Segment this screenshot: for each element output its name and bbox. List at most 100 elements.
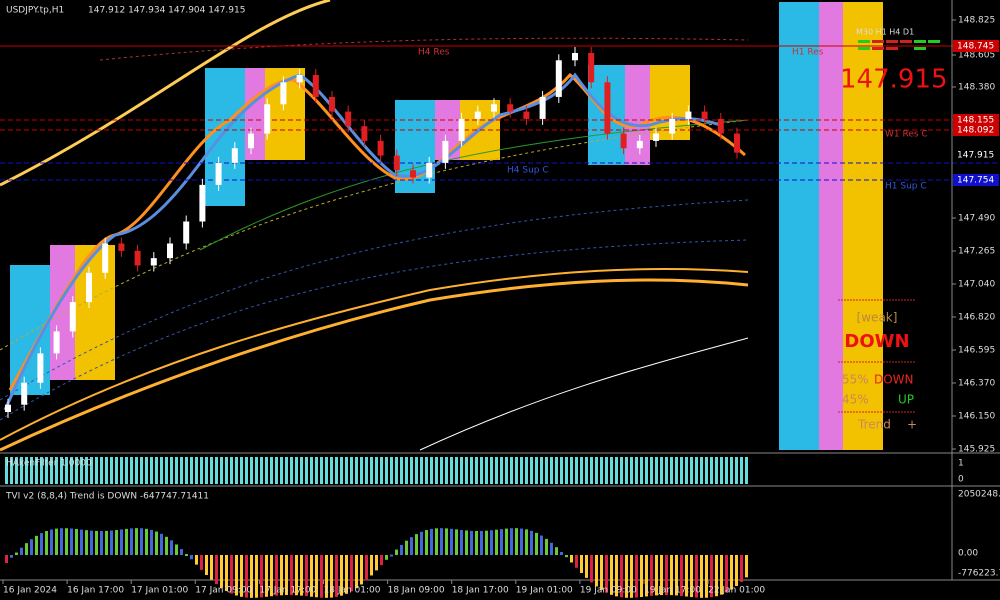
tvi-bar xyxy=(720,555,723,595)
haken-bar xyxy=(595,457,598,484)
tvi-bar xyxy=(725,555,728,593)
haken-bar xyxy=(240,457,243,484)
price-tag xyxy=(953,149,999,161)
tvi-bar xyxy=(520,528,523,555)
haken-bar xyxy=(580,457,583,484)
tvi-bar xyxy=(615,555,618,597)
tvi-bar xyxy=(695,555,698,598)
haken-bar xyxy=(335,457,338,484)
haken-bar xyxy=(130,457,133,484)
tvi-bar xyxy=(345,555,348,594)
tvi-bar xyxy=(255,555,258,598)
haken-bar xyxy=(285,457,288,484)
haken-bar xyxy=(535,457,538,484)
candle xyxy=(458,118,465,141)
candle xyxy=(377,140,384,156)
haken-bar xyxy=(85,457,88,484)
candle xyxy=(572,52,578,61)
haken-bar xyxy=(215,457,218,484)
haken-bar xyxy=(190,457,193,484)
trend-sign: + xyxy=(907,418,917,432)
level-label: H1 Sup C xyxy=(885,182,927,192)
candle xyxy=(215,162,222,185)
tvi-bar xyxy=(595,555,598,587)
haken-bar xyxy=(440,457,443,484)
haken-bar xyxy=(660,457,663,484)
haken-bar xyxy=(625,457,628,484)
haken-bar xyxy=(355,457,358,484)
tvi-bar xyxy=(90,530,93,555)
haken-bar xyxy=(695,457,698,484)
haken-bar xyxy=(230,457,233,484)
candle xyxy=(329,96,335,112)
up-label: UP xyxy=(898,393,914,407)
haken-bar xyxy=(40,457,43,484)
haken-bar xyxy=(25,457,28,484)
haken-bar xyxy=(540,457,543,484)
haken-bar xyxy=(310,457,313,484)
tvi-bar xyxy=(10,555,13,558)
candle xyxy=(620,133,627,149)
haken-bar xyxy=(735,457,738,484)
tvi-bar xyxy=(55,528,58,555)
tvi-bar xyxy=(495,529,498,555)
haken-bar xyxy=(560,457,563,484)
tvi-bar xyxy=(375,555,378,571)
candle xyxy=(280,82,287,105)
candle xyxy=(507,104,514,112)
price-tag-label: 147.754 xyxy=(957,176,994,186)
candle xyxy=(86,272,92,303)
price-tag xyxy=(953,114,999,126)
tvi-bar xyxy=(185,554,188,557)
tvi-bar xyxy=(590,555,593,583)
haken-bar xyxy=(170,457,173,484)
candle xyxy=(734,133,740,153)
haken-title: HAkenFilter 1.0000 xyxy=(6,459,92,469)
tvi-bar xyxy=(435,528,438,555)
level-label: W1 Res C xyxy=(885,130,928,140)
candle xyxy=(118,243,125,251)
price-tick-label: 146.820 xyxy=(958,313,995,323)
tvi-bar xyxy=(450,528,453,555)
tvi-bar xyxy=(585,555,588,578)
tvi-bar xyxy=(535,532,538,555)
tvi-bar xyxy=(470,530,473,555)
tvi-bar xyxy=(580,555,583,573)
time-label: 18 Jan 17:00 xyxy=(452,586,509,596)
time-label: 17 Jan 09:00 xyxy=(195,586,252,596)
tvi-bar xyxy=(410,537,413,555)
candle xyxy=(5,404,11,413)
haken-bar xyxy=(475,457,478,484)
tvi-bar xyxy=(70,528,73,555)
tvi-bar xyxy=(60,528,63,555)
haken-bar xyxy=(205,457,208,484)
haken-bar xyxy=(390,457,393,484)
haken-bar xyxy=(740,457,743,484)
symbol: USDJPY.tp,H1 xyxy=(6,6,64,16)
haken-bar xyxy=(180,457,183,484)
tvi-bar xyxy=(505,528,508,555)
tvi-bar xyxy=(380,555,383,566)
time-label: 22 Jan 01:00 xyxy=(708,586,765,596)
tvi-bar xyxy=(340,555,343,596)
haken-bar xyxy=(265,457,268,484)
haken-bar xyxy=(195,457,198,484)
haken-bar xyxy=(325,457,328,484)
tvi-bar xyxy=(200,555,203,570)
haken-bar xyxy=(600,457,603,484)
haken-bar xyxy=(300,457,303,484)
tvi-bar xyxy=(160,533,163,555)
price-tick-label: 145.925 xyxy=(958,445,995,455)
price-tick-label: 146.370 xyxy=(958,379,995,389)
tvi-bar xyxy=(575,555,578,568)
haken-bar xyxy=(710,457,713,484)
haken-bar xyxy=(185,457,188,484)
tvi-bar xyxy=(205,555,208,575)
tvi-bar xyxy=(500,529,503,555)
tvi-bar xyxy=(275,555,278,596)
haken-bar xyxy=(255,457,258,484)
tvi-bar xyxy=(655,555,658,596)
haken-bar xyxy=(425,457,428,484)
tvi-bar xyxy=(40,533,43,555)
